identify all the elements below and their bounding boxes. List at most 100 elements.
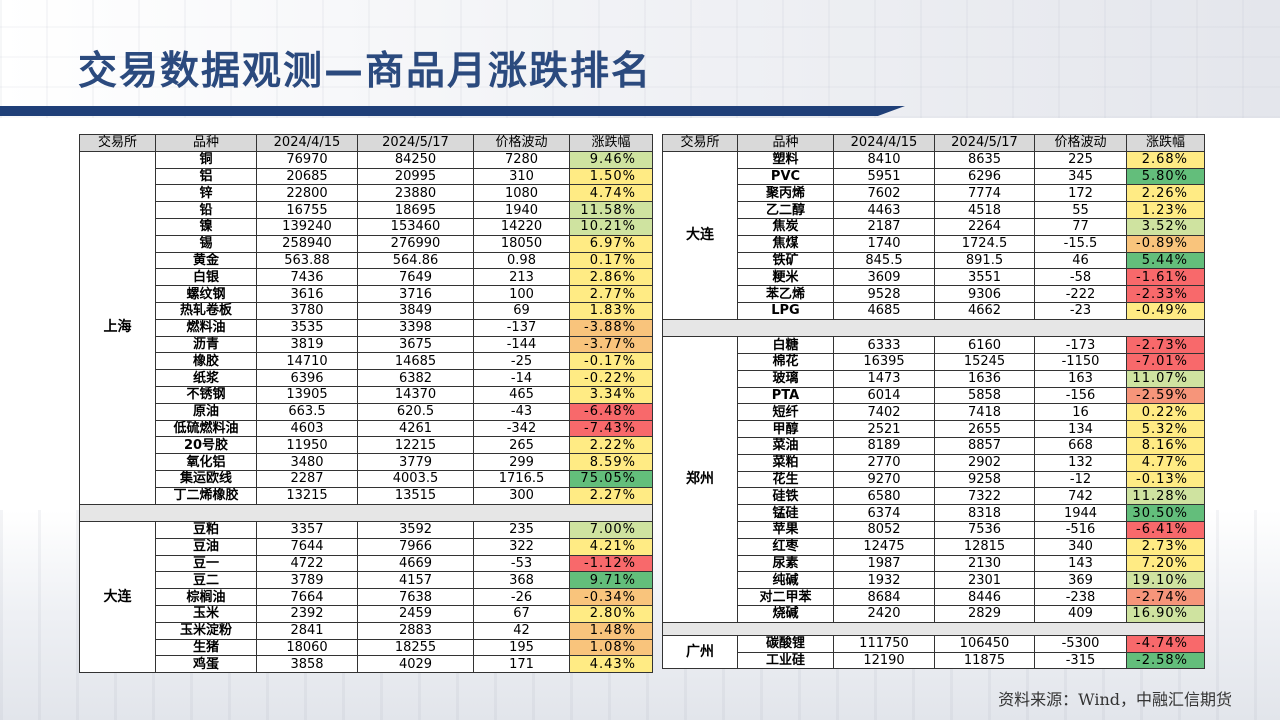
price-change-cell: 55 bbox=[1034, 201, 1127, 219]
variety-cell: 玉米淀粉 bbox=[155, 621, 257, 640]
price-start-cell: 11950 bbox=[256, 436, 358, 455]
price-end-cell: 5858 bbox=[934, 386, 1035, 405]
price-end-cell: 564.86 bbox=[357, 251, 474, 270]
variety-cell: 黄金 bbox=[155, 251, 257, 270]
price-end-cell: 3551 bbox=[934, 268, 1035, 287]
price-start-cell: 3858 bbox=[256, 655, 358, 674]
variety-cell: 螺纹钢 bbox=[155, 285, 257, 303]
price-change-cell: 42 bbox=[473, 621, 570, 640]
price-change-cell: 195 bbox=[473, 638, 570, 657]
change-pct-cell: 2.77% bbox=[569, 285, 653, 303]
variety-cell: 鸡蛋 bbox=[155, 655, 257, 674]
change-pct-cell: 8.59% bbox=[569, 453, 653, 471]
price-end-cell: 4003.5 bbox=[357, 469, 474, 488]
ranking-table-left: 交易所 品种 2024/4/15 2024/5/17 价格波动 涨跌幅 上海铜 7… bbox=[79, 134, 653, 674]
group-separator bbox=[662, 621, 1205, 636]
change-pct-cell: -2.33% bbox=[1126, 285, 1205, 303]
price-start-cell: 4722 bbox=[256, 554, 358, 573]
table-row: 黄金 563.88 564.86 0.98 0.17% bbox=[80, 251, 653, 270]
variety-cell: 棉花 bbox=[737, 353, 834, 371]
table-row: 上海铜 76970 84250 7280 9.46% bbox=[79, 150, 653, 505]
price-end-cell: 20995 bbox=[357, 167, 474, 186]
price-start-cell: 3609 bbox=[833, 268, 935, 287]
page-title: 交易数据观测—商品月涨跌排名 bbox=[78, 49, 653, 94]
table-row: 豆二 3789 4157 368 9.71% bbox=[80, 571, 653, 590]
change-pct-cell: 16.90% bbox=[1126, 605, 1205, 623]
change-pct-cell: 11.58% bbox=[569, 201, 653, 219]
price-end-cell: 7322 bbox=[934, 487, 1035, 506]
price-change-cell: -25 bbox=[473, 352, 570, 371]
table-row: 棉花 16395 15245 -1150 -7.01% bbox=[663, 353, 1205, 371]
price-change-cell: 163 bbox=[1034, 369, 1127, 388]
price-start-cell: 9528 bbox=[833, 285, 935, 303]
price-change-cell: -15.5 bbox=[1034, 234, 1127, 253]
price-end-cell: 2301 bbox=[934, 571, 1035, 590]
price-change-cell: -53 bbox=[473, 554, 570, 573]
variety-cell: 苯乙烯 bbox=[737, 285, 834, 303]
table-row: 玉米淀粉 2841 2883 42 1.48% bbox=[80, 621, 653, 640]
price-change-cell: 69 bbox=[473, 301, 570, 320]
price-start-cell: 5951 bbox=[833, 167, 935, 186]
table-row: 不锈钢 13905 14370 465 3.34% bbox=[80, 385, 653, 404]
price-start-cell: 3789 bbox=[256, 571, 358, 590]
variety-cell: 铁矿 bbox=[737, 251, 834, 270]
price-start-cell: 3819 bbox=[256, 335, 358, 354]
change-pct-cell: -0.89% bbox=[1126, 234, 1205, 253]
change-pct-cell: -0.17% bbox=[569, 352, 653, 371]
table-row: 氧化铝 3480 3779 299 8.59% bbox=[80, 453, 653, 471]
table-row: 锌 22800 23880 1080 4.74% bbox=[80, 184, 653, 203]
table-row: 橡胶 14710 14685 -25 -0.17% bbox=[80, 352, 653, 371]
exchange-cell: 郑州 bbox=[662, 336, 738, 623]
variety-cell: 花生 bbox=[737, 470, 834, 489]
table-row: 硅铁 6580 7322 742 11.28% bbox=[663, 487, 1205, 506]
table-header-row: 交易所 品种 2024/4/15 2024/5/17 价格波动 涨跌幅 bbox=[662, 134, 1205, 152]
price-end-cell: 4518 bbox=[934, 201, 1035, 219]
price-end-cell: 6382 bbox=[357, 369, 474, 387]
variety-cell: 红枣 bbox=[737, 537, 834, 556]
header-date-end: 2024/5/17 bbox=[357, 134, 474, 152]
price-end-cell: 3592 bbox=[357, 521, 474, 539]
price-change-cell: 235 bbox=[473, 521, 570, 539]
change-pct-cell: -0.34% bbox=[569, 588, 653, 607]
variety-cell: 丁二烯橡胶 bbox=[155, 486, 257, 505]
price-change-cell: 172 bbox=[1034, 184, 1127, 203]
price-change-cell: -23 bbox=[1034, 301, 1127, 320]
header-change-pct: 涨跌幅 bbox=[569, 134, 653, 152]
change-pct-cell: 2.86% bbox=[569, 268, 653, 287]
separator-cell bbox=[662, 318, 1205, 338]
price-change-cell: -315 bbox=[1034, 651, 1127, 670]
table-row: 菜粕 2770 2902 132 4.77% bbox=[663, 453, 1205, 472]
header-variety: 品种 bbox=[155, 134, 257, 152]
price-start-cell: 563.88 bbox=[256, 251, 358, 270]
price-start-cell: 20685 bbox=[256, 167, 358, 186]
price-start-cell: 2420 bbox=[833, 605, 935, 623]
table-row: 镍 139240 153460 14220 10.21% bbox=[80, 217, 653, 236]
price-change-cell: 77 bbox=[1034, 217, 1127, 236]
variety-cell: 甲醇 bbox=[737, 420, 834, 439]
price-start-cell: 3357 bbox=[256, 521, 358, 539]
price-start-cell: 14710 bbox=[256, 352, 358, 371]
table-row: PTA 6014 5858 -156 -2.59% bbox=[663, 386, 1205, 405]
price-end-cell: 891.5 bbox=[934, 251, 1035, 270]
group-separator bbox=[79, 503, 653, 523]
price-end-cell: 620.5 bbox=[357, 402, 474, 421]
variety-cell: 棕榈油 bbox=[155, 588, 257, 607]
price-start-cell: 8189 bbox=[833, 437, 935, 455]
price-end-cell: 2902 bbox=[934, 453, 1035, 472]
price-start-cell: 7644 bbox=[256, 537, 358, 556]
price-start-cell: 1740 bbox=[833, 234, 935, 253]
table-row: 聚丙烯 7602 7774 172 2.26% bbox=[663, 184, 1205, 203]
variety-cell: 烧碱 bbox=[737, 605, 834, 623]
price-change-cell: -43 bbox=[473, 402, 570, 421]
price-end-cell: 8857 bbox=[934, 437, 1035, 455]
price-start-cell: 13215 bbox=[256, 486, 358, 505]
price-change-cell: 1940 bbox=[473, 201, 570, 219]
change-pct-cell: 8.16% bbox=[1126, 437, 1205, 455]
exchange-cell: 上海 bbox=[79, 150, 156, 505]
change-pct-cell: 2.26% bbox=[1126, 184, 1205, 203]
table-row: 花生 9270 9258 -12 -0.13% bbox=[663, 470, 1205, 489]
price-start-cell: 2841 bbox=[256, 621, 358, 640]
price-end-cell: 14685 bbox=[357, 352, 474, 371]
variety-cell: 碳酸锂 bbox=[737, 634, 834, 653]
price-end-cell: 7536 bbox=[934, 521, 1035, 539]
